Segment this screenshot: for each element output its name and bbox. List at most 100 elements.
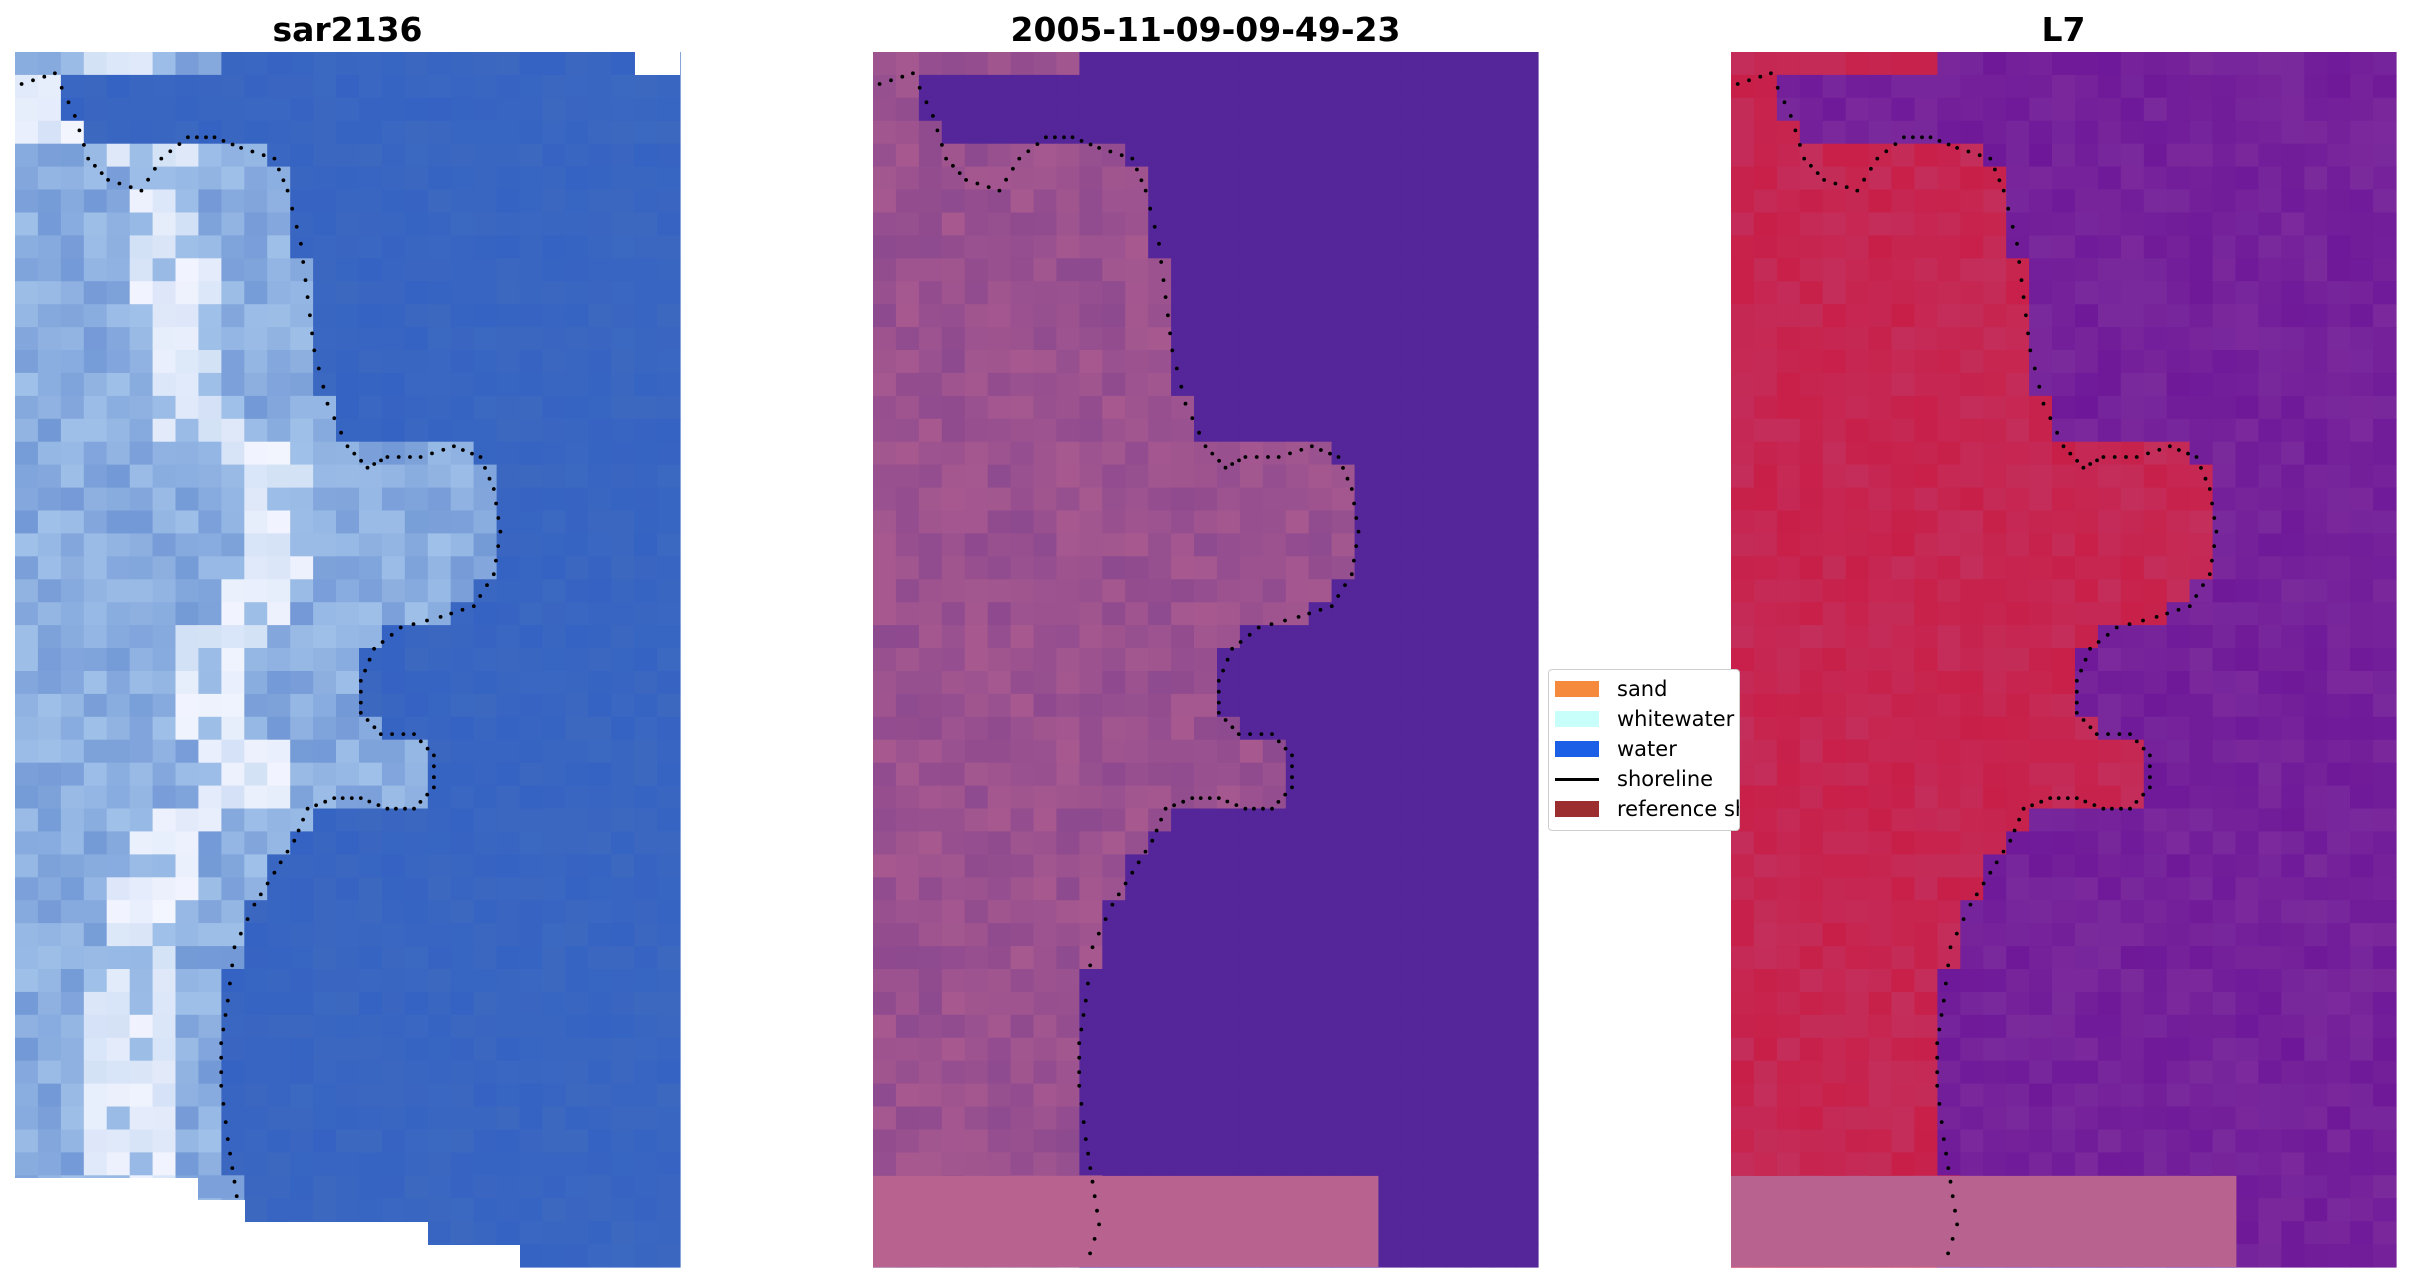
image-pixel <box>450 510 475 534</box>
image-pixel <box>1731 533 1755 557</box>
image-pixel <box>1914 877 1938 901</box>
image-pixel <box>1845 991 1870 1016</box>
image-pixel <box>1799 441 1824 466</box>
image-pixel <box>1937 166 1961 191</box>
image-pixel <box>37 350 62 374</box>
image-pixel <box>1776 418 1801 443</box>
shoreline-dot <box>2081 465 2086 470</box>
image-pixel <box>2120 304 2145 328</box>
image-pixel <box>1776 602 1801 626</box>
image-pixel <box>60 395 85 420</box>
image-pixel <box>2235 235 2259 259</box>
image-pixel <box>588 97 612 122</box>
shoreline-dot <box>2041 401 2046 406</box>
image-pixel <box>1960 166 1984 191</box>
image-pixel <box>244 418 268 443</box>
image-pixel <box>2006 441 2030 466</box>
image-pixel <box>15 625 39 649</box>
image-pixel <box>15 762 39 787</box>
image-pixel <box>1960 441 1984 466</box>
image-pixel <box>244 327 268 351</box>
image-pixel <box>1822 166 1847 191</box>
image-pixel <box>519 762 543 787</box>
image-pixel <box>244 739 268 764</box>
image-pixel <box>37 762 62 787</box>
image-pixel <box>657 327 681 351</box>
image-pixel <box>2281 418 2305 443</box>
image-pixel <box>1799 487 1824 512</box>
image-pixel <box>2006 991 2030 1016</box>
image-pixel <box>519 671 543 695</box>
image-pixel <box>542 464 566 489</box>
shoreline-dot <box>2112 455 2117 459</box>
image-pixel <box>221 52 245 76</box>
image-pixel <box>2075 212 2099 236</box>
image-pixel <box>565 97 589 122</box>
image-pixel <box>2052 304 2076 328</box>
image-pixel <box>1983 969 2007 993</box>
image-pixel <box>267 487 291 512</box>
image-pixel <box>2258 854 2282 878</box>
image-pixel <box>2373 739 2397 764</box>
image-pixel <box>1891 716 1915 741</box>
image-pixel <box>2052 120 2076 145</box>
image-pixel <box>336 143 360 168</box>
image-pixel <box>2029 1014 2053 1039</box>
image-pixel <box>2143 1129 2168 1153</box>
image-pixel <box>427 579 452 603</box>
image-pixel <box>1914 304 1938 328</box>
shoreline-dot <box>1884 149 1889 154</box>
image-pixel <box>2373 395 2397 420</box>
image-pixel <box>2258 625 2282 649</box>
image-pixel <box>2235 487 2259 512</box>
image-pixel <box>1845 602 1870 626</box>
image-pixel <box>2097 120 2122 145</box>
image-pixel <box>1983 854 2007 878</box>
image-pixel <box>175 281 199 305</box>
image-pixel <box>2120 464 2145 489</box>
image-pixel <box>2097 281 2122 305</box>
image-pixel <box>2075 52 2099 76</box>
image-pixel <box>60 143 85 168</box>
image-pixel <box>565 785 589 810</box>
image-pixel <box>2189 808 2214 832</box>
image-pixel <box>60 831 85 855</box>
image-pixel <box>2120 923 2145 947</box>
image-pixel <box>2029 533 2053 557</box>
image-pixel <box>1776 533 1801 557</box>
image-pixel <box>1960 762 1984 787</box>
image-pixel <box>2373 533 2397 557</box>
image-pixel <box>2350 946 2374 970</box>
image-pixel <box>1937 189 1961 213</box>
image-pixel <box>290 395 314 420</box>
image-pixel <box>1960 602 1984 626</box>
image-pixel <box>83 693 108 718</box>
image-pixel <box>106 762 131 787</box>
image-pixel <box>565 762 589 787</box>
image-pixel <box>2350 716 2374 741</box>
sand-strip <box>1731 1175 2237 1267</box>
shoreline-dot <box>1822 178 1826 182</box>
image-pixel <box>496 854 521 878</box>
rgb-pixel-grid <box>15 52 681 1268</box>
image-pixel <box>60 120 85 145</box>
image-pixel <box>1960 533 1984 557</box>
image-pixel <box>1845 877 1870 901</box>
image-pixel <box>221 533 245 557</box>
image-pixel <box>106 808 131 832</box>
image-pixel <box>2189 854 2214 878</box>
image-pixel <box>2006 235 2030 259</box>
image-pixel <box>1891 510 1915 534</box>
image-pixel <box>267 510 291 534</box>
image-pixel <box>2350 166 2374 191</box>
image-pixel <box>2281 762 2305 787</box>
image-pixel <box>2350 212 2374 236</box>
image-pixel <box>2304 1037 2328 1062</box>
image-pixel <box>2258 969 2282 993</box>
image-pixel <box>129 74 154 99</box>
image-pixel <box>2143 487 2168 512</box>
image-pixel <box>1845 556 1870 580</box>
image-pixel <box>15 877 39 901</box>
image-pixel <box>129 533 154 557</box>
image-pixel <box>1868 1106 1893 1130</box>
